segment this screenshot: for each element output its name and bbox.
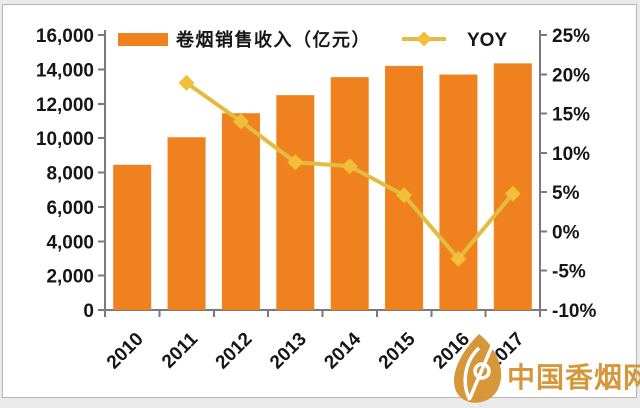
right-axis-tick-label: 20%: [552, 65, 590, 86]
left-axis-tick-label: 10,000: [36, 129, 94, 150]
yoy-marker: [287, 154, 304, 171]
yoy-marker: [450, 250, 467, 267]
axis-ticks: [98, 34, 547, 317]
right-axis-tick-label: 5%: [552, 183, 580, 204]
legend-bar-swatch-icon: [118, 33, 168, 46]
right-axis-tick-label: 25%: [552, 26, 590, 47]
legend-bar-label: 卷烟销售收入（亿元）: [175, 29, 371, 50]
left-axis-tick-label: 4,000: [46, 232, 94, 253]
right-axis-tick-label: -5%: [552, 262, 586, 283]
left-axis-tick-label: 8,000: [46, 164, 94, 185]
bar-2014: [330, 77, 369, 310]
yoy-marker: [232, 113, 249, 130]
yoy-line-series: [178, 74, 521, 267]
bar-2010: [113, 164, 152, 310]
left-axis-tick-label: 6,000: [46, 198, 94, 219]
left-axis-tick-label: 12,000: [36, 95, 94, 116]
bar-series: [113, 63, 532, 310]
watermark-leaf-vein: [463, 346, 481, 401]
watermark-leaf-ring: [473, 362, 491, 380]
left-axis-labels: 16,000 14,000 12,000 10,000 8,000 6,000 4,000 2…: [36, 26, 94, 322]
yoy-marker: [178, 74, 195, 91]
yoy-marker: [396, 187, 413, 204]
legend-line-label: YOY: [467, 30, 507, 51]
yoy-marker: [504, 185, 521, 202]
left-axis-tick-label: 14,000: [36, 60, 94, 81]
right-axis-labels: 25% 20% 15% 10% 5% 0% -5% -10%: [552, 26, 596, 322]
left-axis-tick-label: 16,000: [36, 26, 94, 47]
right-axis-tick-label: 0%: [552, 222, 580, 243]
bar-2016: [439, 74, 478, 310]
right-axis-tick-label: 10%: [552, 144, 590, 165]
bar-2012: [221, 113, 260, 310]
watermark-leaf-slash: [468, 345, 494, 399]
bar-2013: [276, 95, 315, 310]
bar-2011: [167, 137, 206, 310]
chart-legend: 卷烟销售收入（亿元） YOY: [118, 29, 507, 51]
legend-line-marker-icon: [416, 31, 432, 47]
right-axis-tick-label: 15%: [552, 105, 590, 126]
chart-panel: [2, 4, 637, 398]
watermark-text: 中国香烟网: [507, 361, 640, 394]
left-axis-tick-label: 2,000: [46, 267, 94, 288]
right-axis-tick-label: -10%: [552, 301, 596, 322]
left-axis-tick-label: 0: [83, 301, 94, 322]
yoy-marker: [341, 158, 358, 175]
site-watermark: 中国香烟网: [453, 334, 640, 403]
